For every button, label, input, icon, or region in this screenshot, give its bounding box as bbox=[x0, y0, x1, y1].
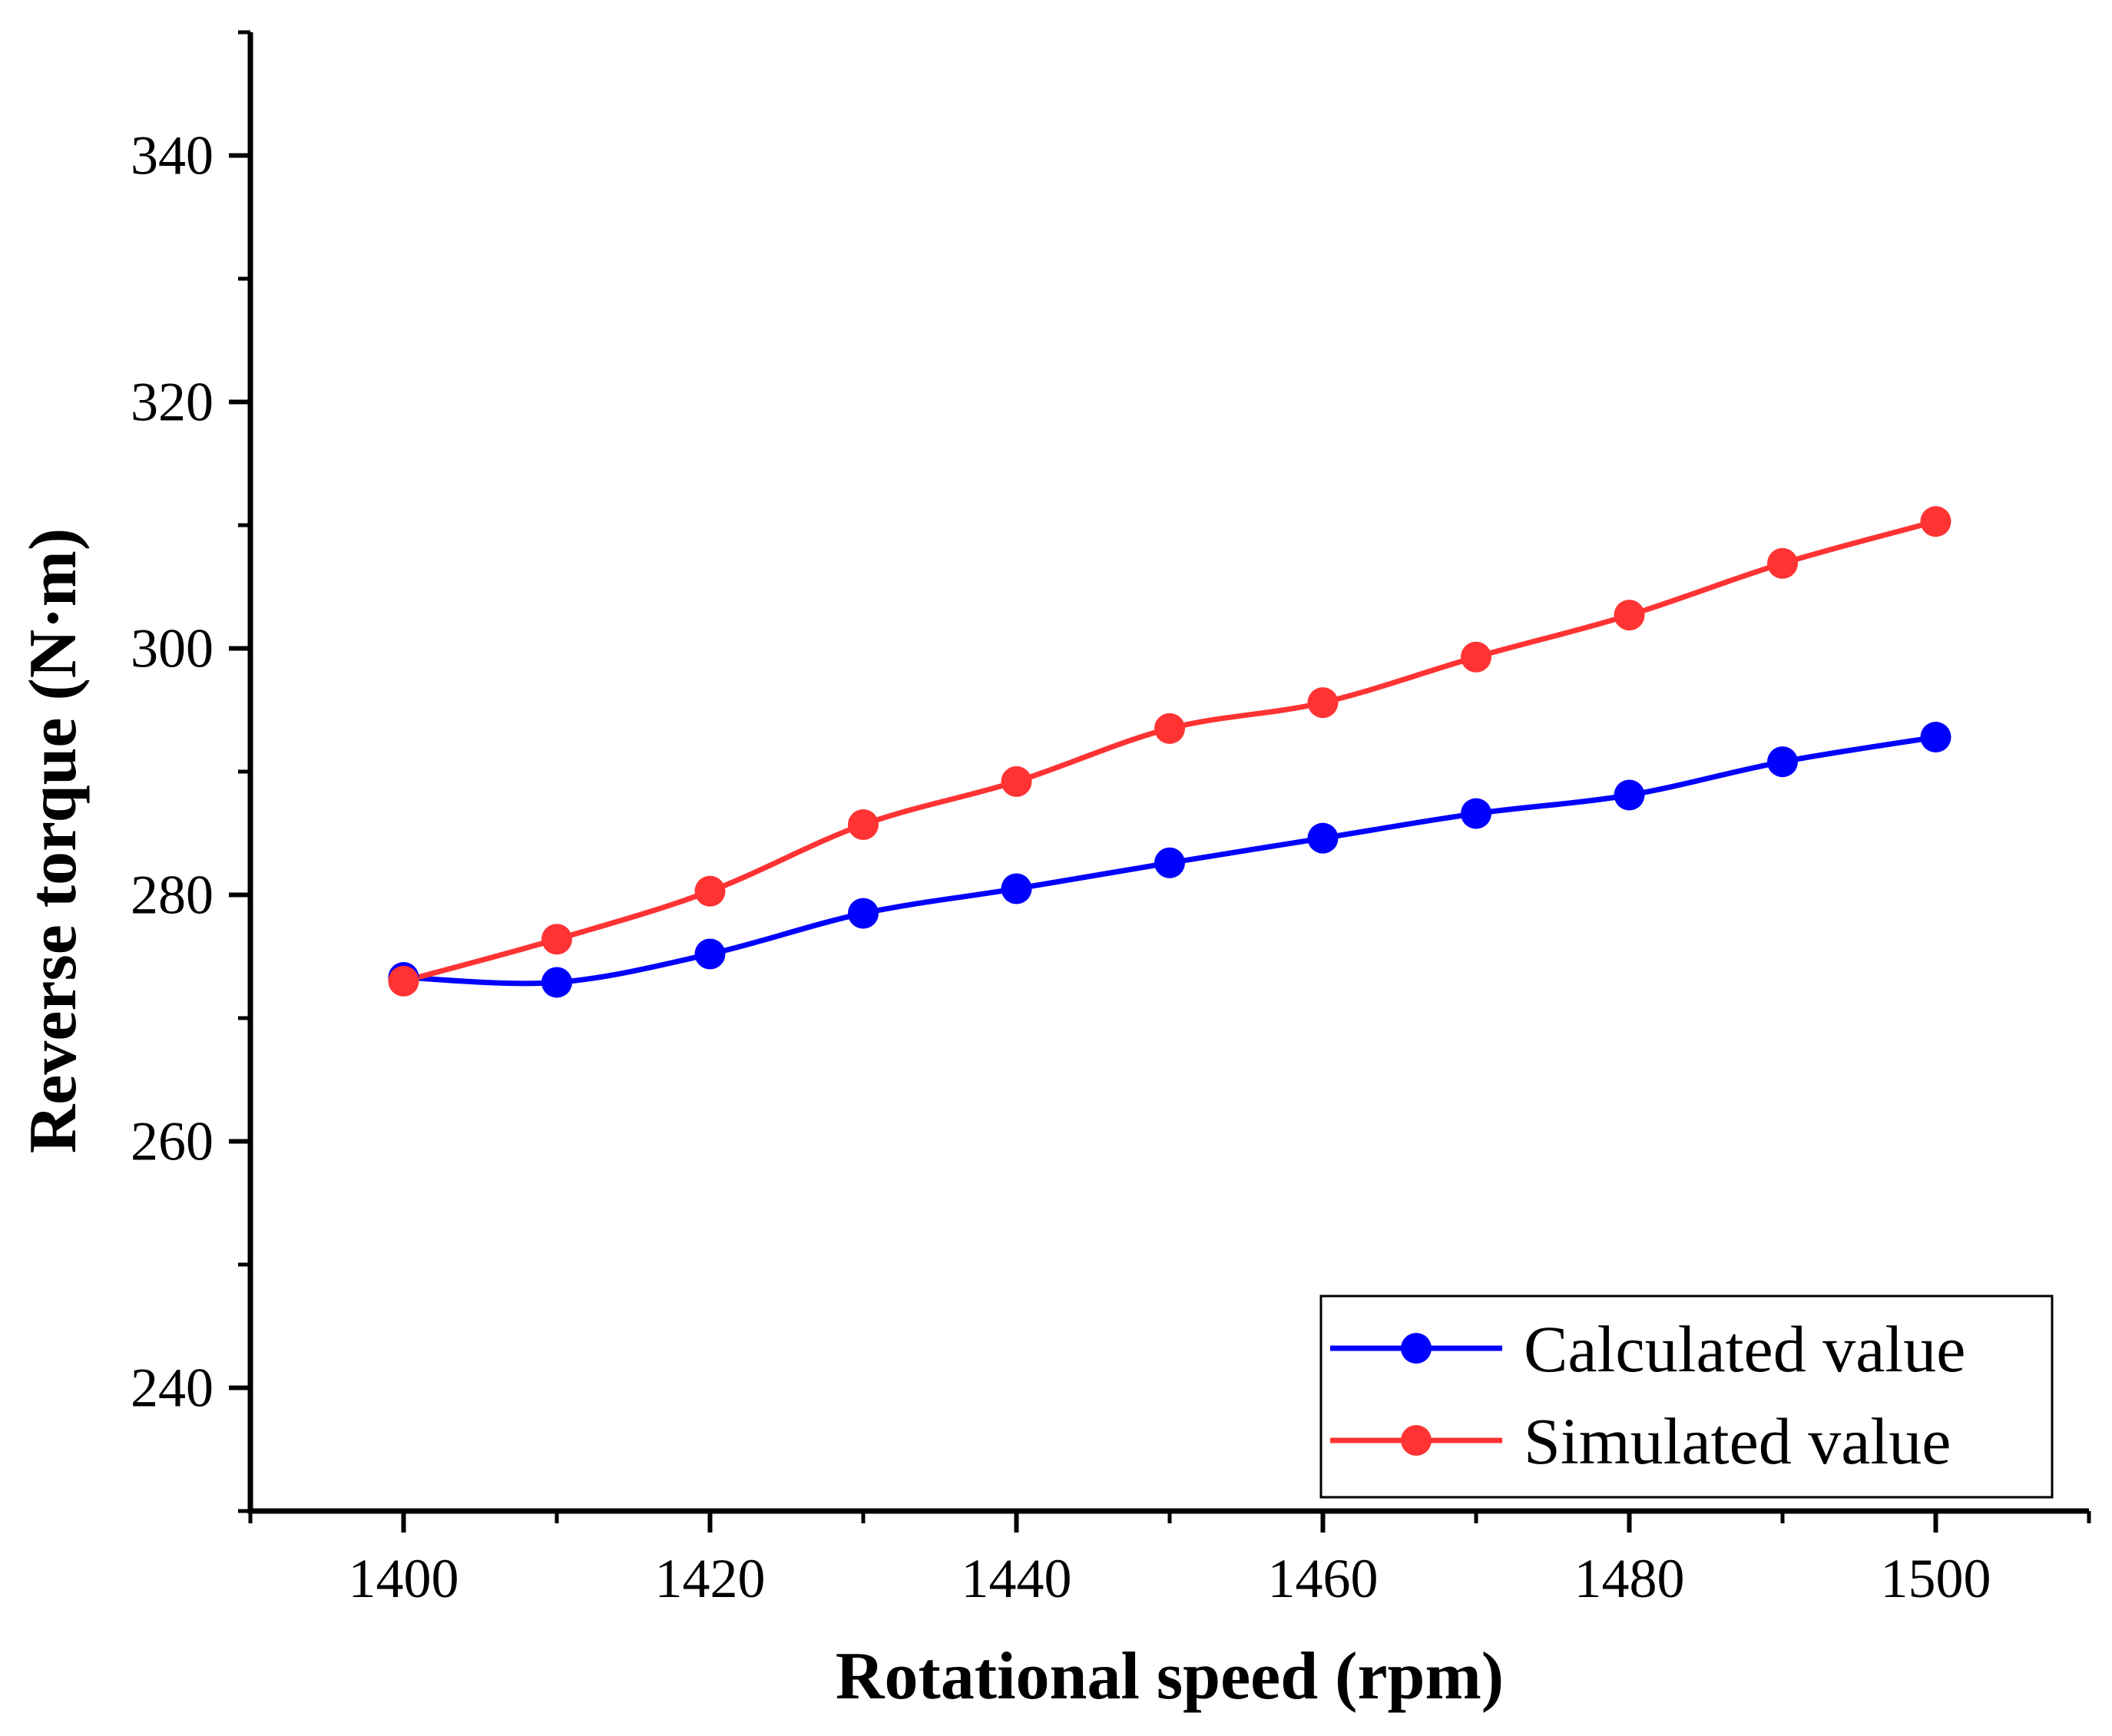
data-point-calculated-value bbox=[1767, 746, 1798, 778]
y-tick-label: 280 bbox=[131, 865, 214, 926]
data-point-calculated-value bbox=[1461, 798, 1491, 829]
data-point-calculated-value bbox=[694, 938, 726, 970]
legend-label-calculated: Calculated value bbox=[1524, 1312, 1965, 1386]
x-tick-label: 1440 bbox=[962, 1548, 1072, 1609]
x-tick-label: 1420 bbox=[655, 1548, 766, 1609]
data-point-calculated-value bbox=[848, 898, 879, 929]
data-point-simulated-value bbox=[388, 965, 419, 997]
series-line-simulated-value bbox=[402, 518, 1937, 984]
data-point-calculated-value bbox=[1307, 822, 1339, 854]
data-point-simulated-value bbox=[1614, 600, 1645, 631]
y-tick-label: 240 bbox=[131, 1357, 214, 1419]
data-point-simulated-value bbox=[541, 924, 572, 955]
y-axis-title: Reverse torque (N·m) bbox=[16, 528, 91, 1154]
data-point-simulated-value bbox=[1307, 687, 1339, 719]
data-point-simulated-value bbox=[1461, 641, 1491, 673]
data-point-calculated-value bbox=[1001, 873, 1032, 904]
data-point-calculated-value bbox=[1920, 722, 1951, 753]
legend-label-simulated: Simulated value bbox=[1524, 1404, 1951, 1478]
data-point-simulated-value bbox=[1920, 506, 1951, 537]
y-tick-label: 320 bbox=[131, 372, 214, 433]
legend-marker-simulated bbox=[1401, 1425, 1432, 1456]
y-tick-label: 300 bbox=[131, 618, 214, 680]
x-axis-title: Rotational speed (rpm) bbox=[836, 1639, 1504, 1714]
data-point-calculated-value bbox=[1154, 847, 1185, 878]
series-points bbox=[388, 506, 1951, 998]
data-point-simulated-value bbox=[1154, 713, 1185, 744]
x-tick-label: 1400 bbox=[349, 1548, 459, 1609]
data-point-simulated-value bbox=[694, 875, 726, 907]
x-tick-label: 1500 bbox=[1881, 1548, 1991, 1609]
series-lines bbox=[402, 518, 1937, 987]
y-tick-label: 340 bbox=[131, 125, 214, 187]
data-point-calculated-value bbox=[1614, 779, 1645, 811]
legend: Calculated value Simulated value bbox=[1319, 1295, 2054, 1499]
y-tick-label: 260 bbox=[131, 1111, 214, 1172]
data-point-simulated-value bbox=[1001, 765, 1032, 797]
data-point-simulated-value bbox=[848, 809, 879, 841]
data-point-calculated-value bbox=[541, 967, 572, 998]
y-axis-minor-ticks bbox=[238, 30, 250, 1513]
x-tick-label: 1480 bbox=[1574, 1548, 1685, 1609]
x-tick-label: 1460 bbox=[1268, 1548, 1379, 1609]
y-axis-ticks: 240 260 280 300 320 340 bbox=[131, 125, 250, 1419]
data-point-simulated-value bbox=[1767, 547, 1798, 579]
legend-marker-calculated bbox=[1401, 1333, 1432, 1364]
x-axis-ticks: 1400 1420 1440 1460 1480 1500 bbox=[349, 1511, 1991, 1609]
legend-box bbox=[1319, 1295, 2054, 1499]
